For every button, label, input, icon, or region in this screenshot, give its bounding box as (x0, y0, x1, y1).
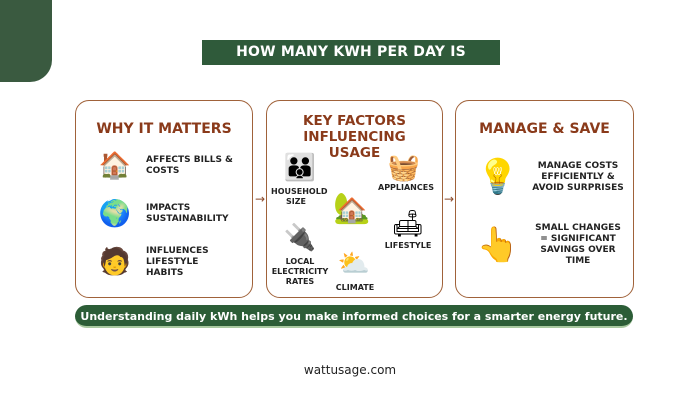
manage-save-panel: MANAGE & SAVE 💡 MANAGE COSTS EFFICIENTLY … (455, 100, 634, 298)
panel-heading: MANAGE & SAVE (479, 121, 610, 137)
arrow-icon: → (255, 192, 266, 206)
person-clock-icon: 🧑 (98, 247, 132, 277)
house-coin-icon: 🏠 (98, 151, 132, 181)
bulb-coins-icon: 💡 (476, 157, 520, 197)
corner-decoration (0, 0, 52, 82)
factor-label: LOCAL ELECTRICITY RATES (271, 257, 329, 286)
factor-label: APPLIANCES (378, 183, 434, 192)
site-footer: wattusage.com (303, 363, 397, 377)
factor-label: HOUSEHOLD SIZE (271, 187, 328, 206)
sun-snow-icon: ⛅ (337, 249, 371, 279)
family-icon: 👪 (283, 153, 317, 183)
plug-chart-icon: 🔌 (283, 223, 317, 253)
page-title: HOW MANY KWH PER DAY IS NORMAL (202, 40, 500, 85)
arrow-icon: → (444, 192, 455, 206)
leaf-globe-icon: 🌍 (98, 199, 132, 229)
factor-label: LIFESTYLE (384, 241, 432, 250)
item-label: MANAGE COSTS EFFICIENTLY & AVOID SURPRIS… (532, 160, 624, 193)
item-label: SMALL CHANGES = SIGNIFICANT SAVINGS OVER… (535, 223, 621, 266)
panel-heading: KEY FACTORS INFLUENCING USAGE (303, 113, 406, 161)
item-label: AFFECTS BILLS & COSTS (146, 155, 233, 176)
switch-hand-icon: 👆 (476, 225, 520, 265)
house-icon: 🏡 (333, 190, 371, 226)
summary-banner: Understanding daily kWh helps you make i… (75, 305, 633, 328)
why-it-matters-panel: WHY IT MATTERS 🏠 AFFECTS BILLS & COSTS 🌍 I… (75, 100, 253, 298)
factor-label: CLIMATE (335, 283, 375, 292)
sofa-icon: 🛋 (391, 209, 425, 239)
item-label: INFLUENCES LIFESTYLE HABITS (146, 245, 209, 278)
key-factors-panel: KEY FACTORS INFLUENCING USAGE 🏡 👪 HOUSEH… (266, 100, 443, 298)
item-label: IMPACTS SUSTAINABILITY (146, 203, 229, 224)
appliances-icon: 🧺 (387, 153, 421, 183)
panel-heading: WHY IT MATTERS (96, 121, 232, 137)
